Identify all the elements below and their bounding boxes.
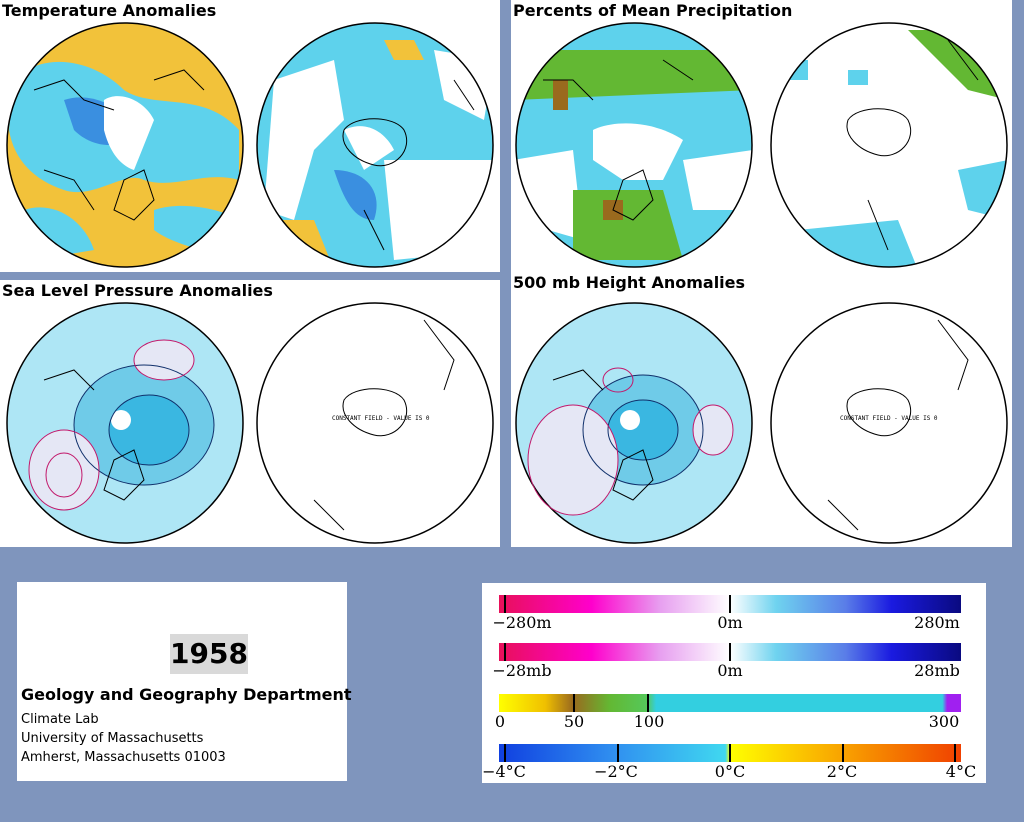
temp-tick-m2 (617, 744, 619, 762)
height500-globe-nh (513, 300, 755, 546)
pressure-tick-mid (729, 643, 731, 661)
height500-constant-note: CONSTANT FIELD - VALUE IS 0 (840, 415, 938, 422)
address-line-3: Amherst, Massachusetts 01003 (21, 750, 226, 765)
temperature-globe-nh (4, 20, 246, 270)
temperature-globe-sh (254, 20, 496, 270)
height500-panel: CONSTANT FIELD - VALUE IS 0 500 mb Heigh… (511, 272, 1012, 547)
temp-label-m4: −4°C (482, 762, 526, 781)
temp-tick-4 (954, 744, 956, 762)
precip-colorbar (499, 694, 961, 712)
info-box: 1958 Geology and Geography Department Cl… (17, 582, 352, 781)
pressure-label-mid: 0m (717, 661, 743, 680)
temperature-colorbar (499, 744, 961, 762)
height-label-mid: 0m (717, 613, 743, 632)
precip-label-300: 300 (928, 712, 960, 731)
slp-panel: CONSTANT FIELD - VALUE IS 0 Sea Level Pr… (0, 280, 500, 547)
height-colorbar (499, 595, 961, 613)
precip-label-50: 50 (563, 712, 585, 731)
temperature-panel: Temperature Anomalies (0, 0, 500, 272)
slp-globe-sh: CONSTANT FIELD - VALUE IS 0 (254, 300, 496, 546)
precip-tick-50 (573, 694, 575, 712)
temp-label-2: 2°C (826, 762, 858, 781)
slp-title: Sea Level Pressure Anomalies (0, 280, 276, 302)
temp-label-4: 4°C (945, 762, 977, 781)
pressure-colorbar (499, 643, 961, 661)
slp-constant-note: CONSTANT FIELD - VALUE IS 0 (332, 415, 430, 422)
height-label-max: 280m (914, 613, 960, 632)
pressure-tick-left (504, 643, 506, 661)
precip-label-0: 0 (494, 712, 506, 731)
height500-title: 500 mb Height Anomalies (511, 272, 749, 294)
legend-box: −280m 0m 280m −28mb 0m 28mb 0 50 100 300… (482, 583, 986, 783)
precipitation-panel: Percents of Mean Precipitation (511, 0, 1012, 272)
precipitation-globe-nh (513, 20, 755, 270)
temp-label-0: 0°C (714, 762, 746, 781)
height-tick-left (504, 595, 506, 613)
height-label-min: −280m (492, 613, 552, 632)
temp-label-m2: −2°C (594, 762, 638, 781)
temp-tick-2 (842, 744, 844, 762)
department-label: Geology and Geography Department (21, 685, 352, 704)
year-label: 1958 (170, 634, 248, 674)
temp-tick-m4 (504, 744, 506, 762)
precip-tick-100 (647, 694, 649, 712)
slp-globe-nh (4, 300, 246, 546)
height-tick-mid (729, 595, 731, 613)
temperature-title: Temperature Anomalies (0, 0, 220, 22)
height500-globe-sh: CONSTANT FIELD - VALUE IS 0 (768, 300, 1010, 546)
precipitation-title: Percents of Mean Precipitation (511, 0, 796, 22)
precipitation-globe-sh (768, 20, 1010, 270)
pressure-label-min: −28mb (492, 661, 552, 680)
address-line-1: Climate Lab (21, 712, 99, 727)
precip-label-100: 100 (633, 712, 665, 731)
temp-tick-0 (729, 744, 731, 762)
address-line-2: University of Massachusetts (21, 731, 204, 746)
pressure-label-max: 28mb (914, 661, 960, 680)
